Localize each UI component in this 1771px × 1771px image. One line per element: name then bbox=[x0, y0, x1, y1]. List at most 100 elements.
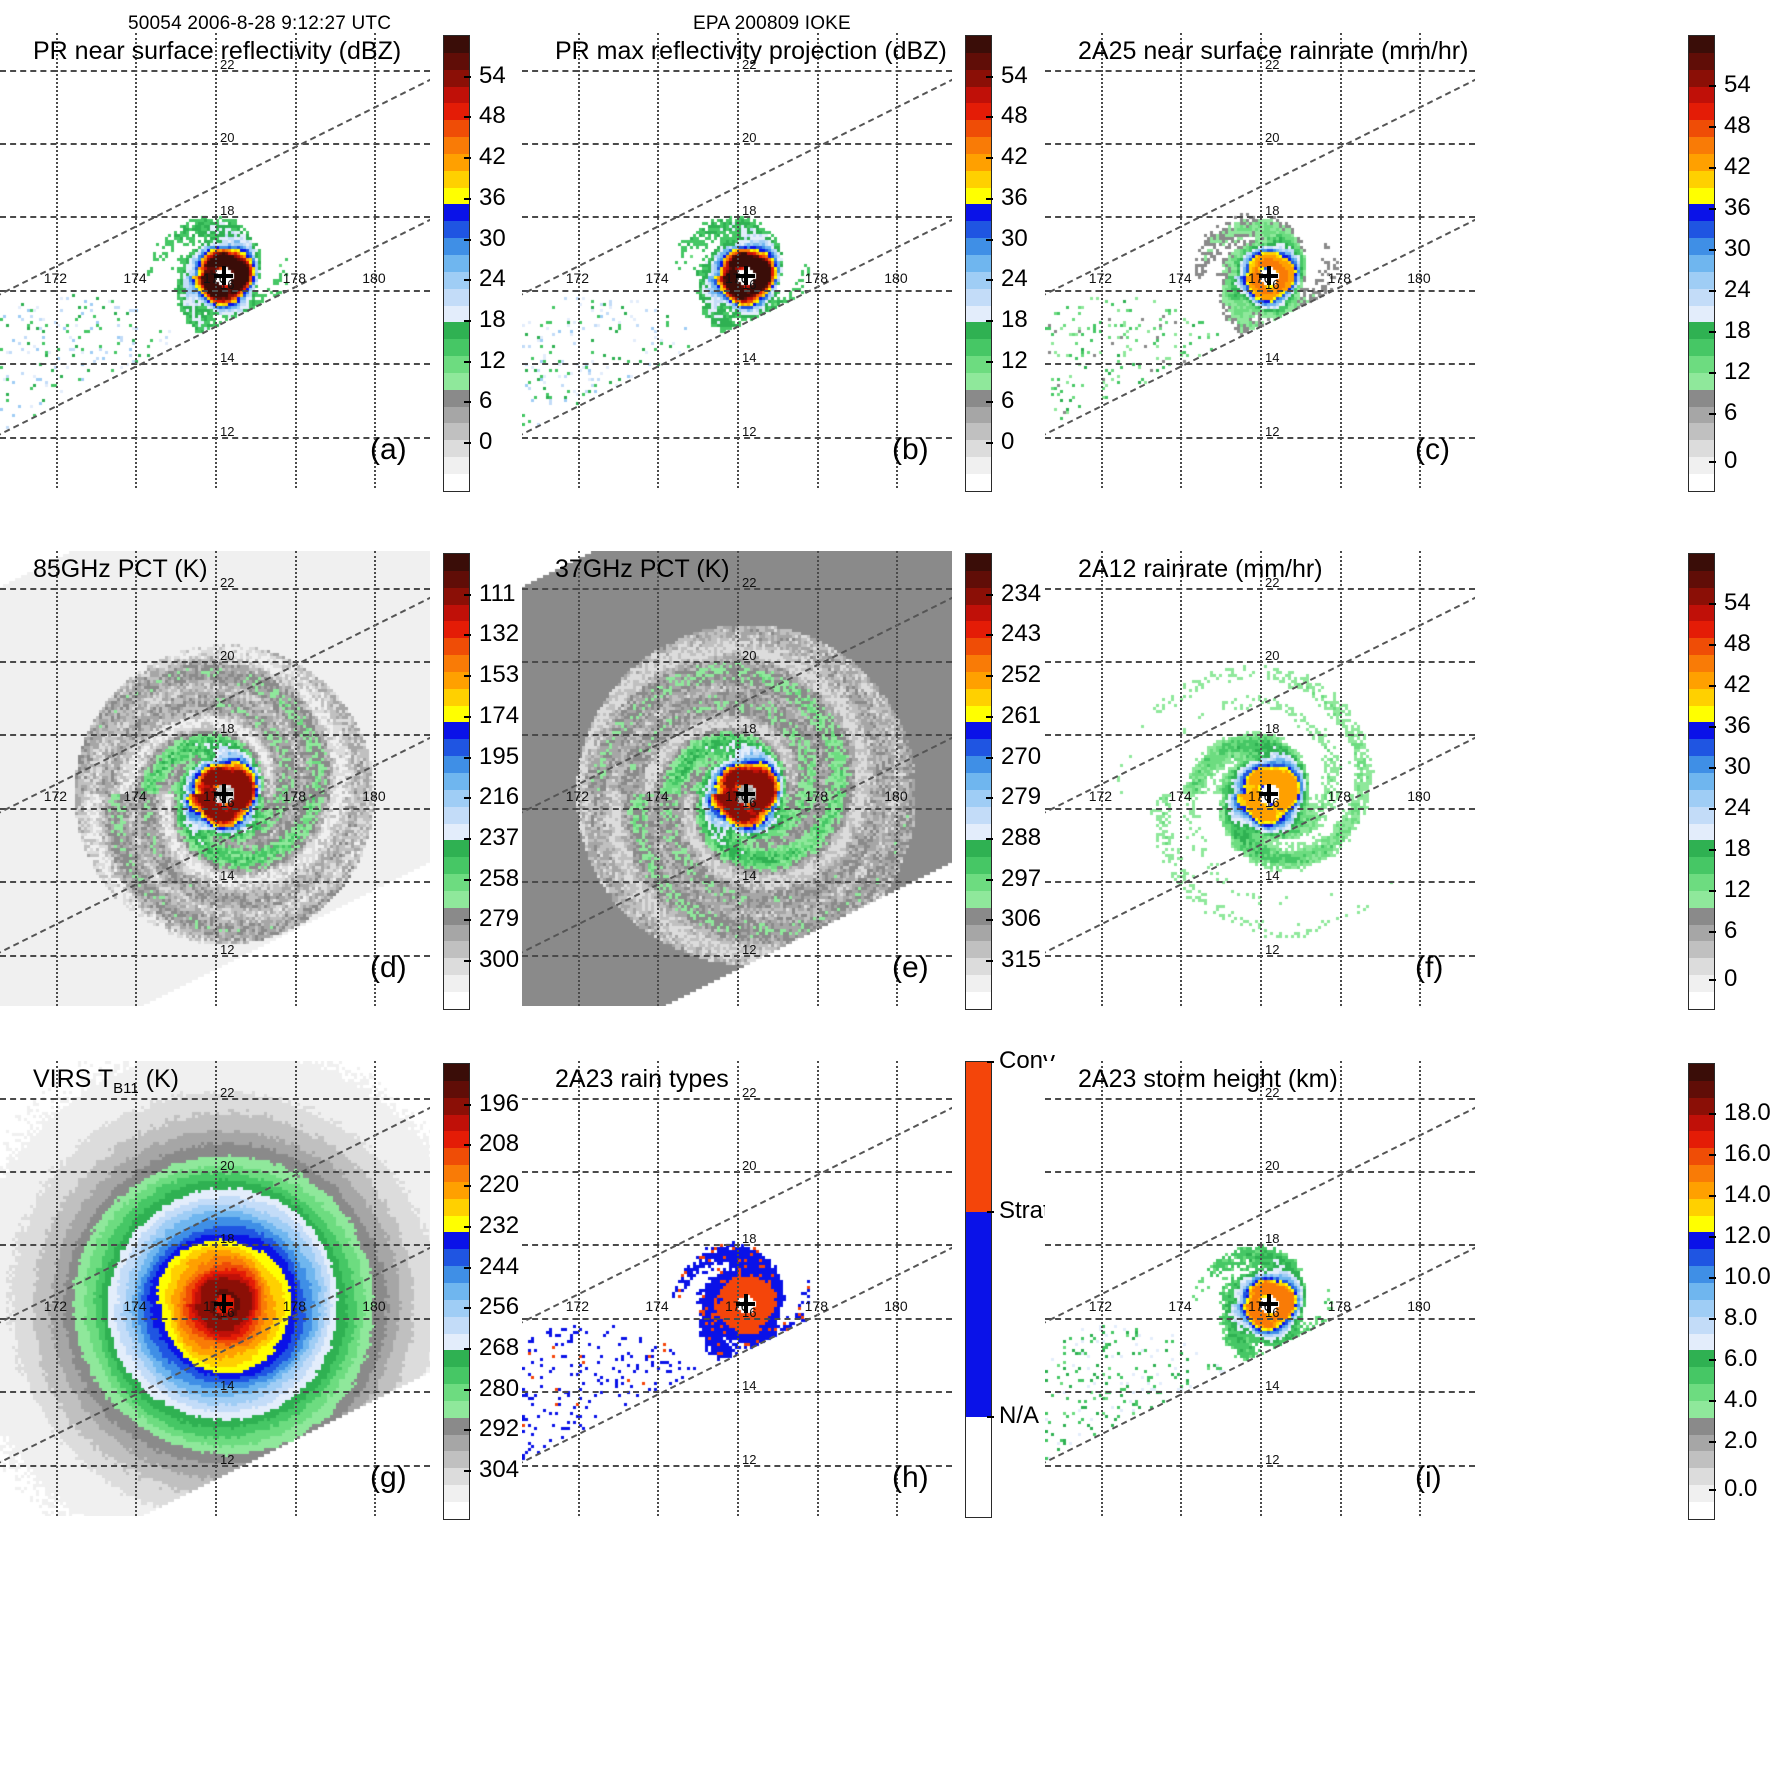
colorbar-segment-i-14 bbox=[1689, 1299, 1714, 1317]
colorbar-tick-c-18: 18 bbox=[1709, 317, 1751, 345]
colorbar-e bbox=[965, 553, 992, 1010]
colorbar-segment-d-6 bbox=[444, 655, 469, 672]
colorbar-segment-i-23 bbox=[1689, 1451, 1714, 1469]
gridline-lat-16 bbox=[1045, 807, 1475, 810]
colorbar-tick-b-24: 24 bbox=[986, 265, 1028, 293]
colorbar-segment-e-17 bbox=[966, 840, 991, 858]
colorbar-segment-i-22 bbox=[1689, 1434, 1714, 1452]
gridline-lon-174 bbox=[135, 1061, 138, 1516]
colorbar-segment-b-23 bbox=[966, 423, 991, 441]
colorbar-segment-i-3 bbox=[1689, 1114, 1714, 1132]
lon-tick-label-174: 174 bbox=[645, 269, 669, 286]
storm-center-marker-e bbox=[735, 784, 755, 804]
colorbar-segment-a-10 bbox=[444, 204, 469, 222]
colorbar-tick-g-220: 220 bbox=[464, 1171, 519, 1199]
storm-center-marker-i bbox=[1258, 1294, 1278, 1314]
colorbar-segment-d-9 bbox=[444, 705, 469, 723]
colorbar-tick-f-18: 18 bbox=[1709, 835, 1751, 863]
lon-tick-label-180: 180 bbox=[362, 1297, 386, 1314]
gridline-lat-12 bbox=[1045, 436, 1475, 439]
gridline-lat-18 bbox=[1045, 1244, 1475, 1247]
colorbar-segment-f-4 bbox=[1689, 621, 1714, 639]
lon-tick-label-180: 180 bbox=[362, 787, 386, 804]
colorbar-segment-e-20 bbox=[966, 890, 991, 908]
colorbar-segment-i-8 bbox=[1689, 1198, 1714, 1216]
colorbar-tick-c-42: 42 bbox=[1709, 153, 1751, 181]
gridline-lat-22 bbox=[0, 69, 430, 72]
colorbar-segment-d-25 bbox=[444, 975, 469, 992]
colorbar-segment-a-21 bbox=[444, 389, 469, 407]
colorbar-segment-f-24 bbox=[1689, 958, 1714, 976]
colorbar-tick-c-24: 24 bbox=[1709, 276, 1751, 304]
lat-tick-label-20: 20 bbox=[219, 130, 235, 146]
lon-tick-label-178: 178 bbox=[804, 269, 828, 286]
colorbar-segment-a-17 bbox=[444, 322, 469, 340]
colorbar-segment-d-16 bbox=[444, 823, 469, 841]
lat-tick-label-18: 18 bbox=[741, 1231, 757, 1247]
gridline-lon-176 bbox=[215, 551, 217, 1006]
colorbar-segment-c-25 bbox=[1689, 457, 1714, 474]
colorbar-segment-i-2 bbox=[1689, 1097, 1714, 1115]
lat-tick-label-18: 18 bbox=[219, 721, 235, 737]
gridline-lat-18 bbox=[522, 734, 952, 737]
colorbar-segment-g-15 bbox=[444, 1316, 469, 1334]
storm-center-marker-b bbox=[735, 266, 755, 286]
panel-label-c: (c) bbox=[1415, 433, 1450, 466]
colorbar-segment-d-12 bbox=[444, 756, 469, 773]
colorbar-segment-d-7 bbox=[444, 671, 469, 689]
gridline-lat-14 bbox=[1045, 1391, 1475, 1394]
colorbar-segment-d-15 bbox=[444, 806, 469, 824]
lon-tick-label-172: 172 bbox=[1088, 1297, 1113, 1314]
lon-tick-label-180: 180 bbox=[1407, 269, 1431, 286]
colorbar-tick-g-292: 292 bbox=[464, 1415, 519, 1443]
colorbar-tick-a-30: 30 bbox=[464, 225, 506, 253]
colorbar-segment-c-4 bbox=[1689, 103, 1714, 121]
colorbar-tick-i-14-0: 14.0 bbox=[1709, 1181, 1771, 1209]
colorbar-tick-e-297: 297 bbox=[986, 865, 1041, 893]
colorbar-tick-g-268: 268 bbox=[464, 1334, 519, 1362]
colorbar-segment-g-0 bbox=[444, 1064, 469, 1081]
colorbar-segment-d-19 bbox=[444, 874, 469, 891]
lon-tick-label-172: 172 bbox=[43, 787, 68, 804]
colorbar-segment-f-8 bbox=[1689, 688, 1714, 706]
colorbar-tick-d-279: 279 bbox=[464, 905, 519, 933]
gridline-lat-12 bbox=[1045, 954, 1475, 957]
colorbar-segment-f-3 bbox=[1689, 604, 1714, 622]
gridline-lat-20 bbox=[522, 661, 952, 664]
colorbar-tick-f-0: 0 bbox=[1709, 965, 1737, 993]
colorbar-tick-e-234: 234 bbox=[986, 580, 1041, 608]
colorbar-segment-f-18 bbox=[1689, 857, 1714, 875]
colorbar-tick-d-237: 237 bbox=[464, 824, 519, 852]
lon-tick-label-180: 180 bbox=[1407, 787, 1431, 804]
lat-tick-label-22: 22 bbox=[1264, 56, 1280, 72]
colorbar-segment-f-1 bbox=[1689, 570, 1714, 588]
storm-center-marker-a bbox=[213, 266, 233, 286]
colorbar-segment-g-21 bbox=[444, 1417, 469, 1435]
colorbar-segment-g-3 bbox=[444, 1114, 469, 1132]
colorbar-segment-a-4 bbox=[444, 103, 469, 121]
header-center-storm-id: EPA 200809 IOKE bbox=[693, 13, 851, 34]
colorbar-tick-g-232: 232 bbox=[464, 1212, 519, 1240]
colorbar-segment-c-26 bbox=[1689, 473, 1714, 491]
gridline-lat-12 bbox=[522, 436, 952, 439]
lat-tick-label-12: 12 bbox=[219, 423, 235, 439]
colorbar-tick-c-30: 30 bbox=[1709, 235, 1751, 263]
colorbar-segment-e-4 bbox=[966, 621, 991, 639]
colorbar-segment-f-11 bbox=[1689, 739, 1714, 757]
colorbar-tick-i-18-0: 18.0 bbox=[1709, 1099, 1771, 1127]
colorbar-segment-a-13 bbox=[444, 254, 469, 272]
gridline-lat-18 bbox=[0, 1244, 430, 1247]
gridline-lon-176 bbox=[737, 33, 739, 488]
gridline-lon-176 bbox=[1260, 551, 1262, 1006]
colorbar-segment-c-21 bbox=[1689, 389, 1714, 407]
gridline-lat-16 bbox=[0, 289, 430, 292]
panel-label-d: (d) bbox=[370, 951, 407, 984]
colorbar-tick-a-24: 24 bbox=[464, 265, 506, 293]
gridline-lon-178 bbox=[816, 1061, 819, 1516]
gridline-lat-20 bbox=[0, 143, 430, 146]
colorbar-segment-a-3 bbox=[444, 86, 469, 104]
lat-tick-label-12: 12 bbox=[741, 423, 757, 439]
